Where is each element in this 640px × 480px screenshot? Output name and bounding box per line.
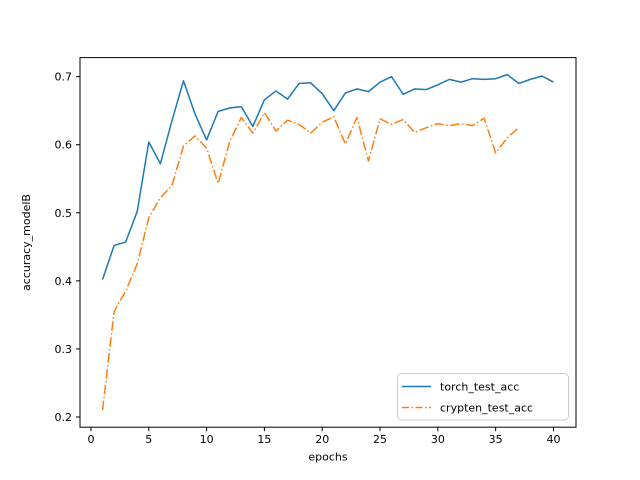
x-tick-label: 35 (489, 433, 503, 446)
x-tick-label: 15 (257, 433, 271, 446)
y-tick-label: 0.3 (55, 343, 73, 356)
series-torch_test_acc (101, 73, 554, 280)
legend: torch_test_acc crypten_test_acc (397, 373, 569, 421)
x-tick-label: 10 (200, 433, 214, 446)
axes-spines (79, 57, 577, 428)
y-tick-label: 0.2 (55, 411, 73, 424)
x-tick-label: 5 (145, 433, 152, 446)
plot-area: 0 5 10 15 20 25 30 35 40 0.2 0.3 0.4 0.5 0.6 0.7 (55, 57, 577, 446)
x-axis-label: epochs (308, 451, 347, 464)
x-tick-label: 20 (315, 433, 329, 446)
y-tick-label: 0.4 (55, 275, 73, 288)
legend-box (397, 373, 569, 421)
x-tick-label: 40 (546, 433, 560, 446)
y-tick-label: 0.6 (55, 139, 73, 152)
y-tick-label: 0.7 (55, 71, 73, 84)
y-tick-label: 0.5 (55, 207, 73, 220)
x-tick-label: 25 (373, 433, 387, 446)
x-tick-label: 0 (87, 433, 94, 446)
y-axis-label: accuracy_modelB (20, 194, 33, 291)
x-tick-label: 30 (431, 433, 445, 446)
legend-label-crypten: crypten_test_acc (440, 402, 533, 415)
series-crypten_test_acc (101, 111, 520, 411)
legend-label-torch: torch_test_acc (440, 381, 519, 394)
